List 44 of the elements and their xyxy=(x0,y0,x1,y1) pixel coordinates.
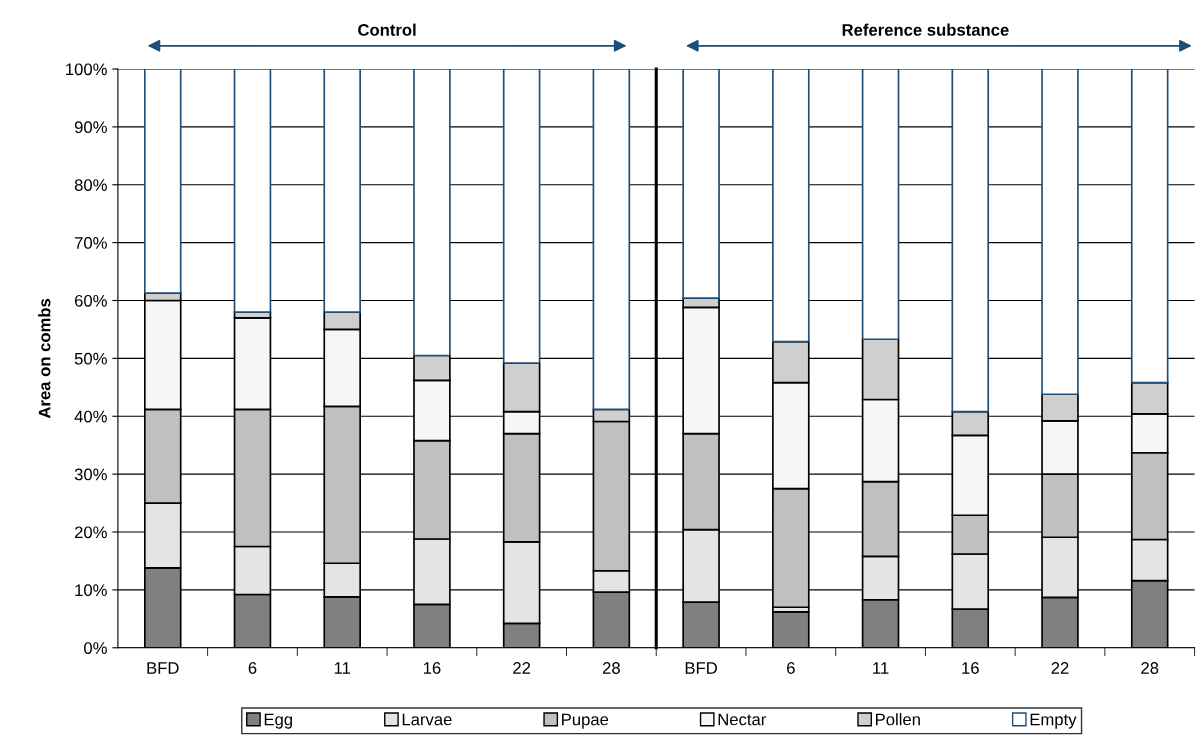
y-tick-label: 30% xyxy=(74,468,107,481)
legend-label: Pupae xyxy=(562,713,609,729)
y-tick-label: 10% xyxy=(75,584,107,597)
x-tick-label: 22 xyxy=(513,662,531,674)
y-tick-label: 20% xyxy=(74,526,107,539)
y-tick-label: 70% xyxy=(74,237,107,249)
x-tick-label: 11 xyxy=(873,662,889,674)
bar xyxy=(323,69,361,313)
y-tick-label: 50% xyxy=(74,352,107,365)
x-tick-label: 16 xyxy=(423,662,441,674)
y-tick-label: 60% xyxy=(74,294,107,307)
bar xyxy=(413,69,451,357)
x-tick-label: 6 xyxy=(787,662,795,674)
x-tick-label: 22 xyxy=(1051,662,1069,674)
y-axis-title: Area on combs xyxy=(38,298,51,419)
y-tick-label: 40% xyxy=(74,410,107,423)
chart-title: Reference substance xyxy=(842,23,1009,36)
bar xyxy=(1041,69,1079,396)
bar xyxy=(1130,69,1169,384)
bar xyxy=(143,69,182,294)
x-tick-label: 11 xyxy=(334,662,351,674)
x-tick-label: 6 xyxy=(248,662,257,674)
y-tick-label: 80% xyxy=(74,179,107,191)
legend-label: Egg xyxy=(264,713,293,729)
bar xyxy=(861,69,900,341)
bar xyxy=(502,69,541,364)
legend-label: Larvae xyxy=(402,713,452,726)
legend-label: Empty xyxy=(1030,713,1077,729)
y-tick-label: 0% xyxy=(84,642,107,654)
x-tick-label: 16 xyxy=(962,662,979,674)
bar xyxy=(772,69,810,343)
bar xyxy=(682,69,720,300)
bar xyxy=(592,69,631,411)
y-tick-label: 100% xyxy=(66,63,107,76)
chart-title: Control xyxy=(358,23,416,36)
x-tick-label: 28 xyxy=(1141,662,1159,674)
x-tick-label: BFD xyxy=(685,662,717,674)
bar xyxy=(951,69,990,413)
y-tick-label: 90% xyxy=(74,121,107,134)
legend-label: Pollen xyxy=(876,713,920,726)
x-tick-label: 28 xyxy=(602,662,620,674)
bar xyxy=(233,69,272,313)
legend-label: Nectar xyxy=(718,713,767,726)
x-tick-label: BFD xyxy=(147,662,179,674)
